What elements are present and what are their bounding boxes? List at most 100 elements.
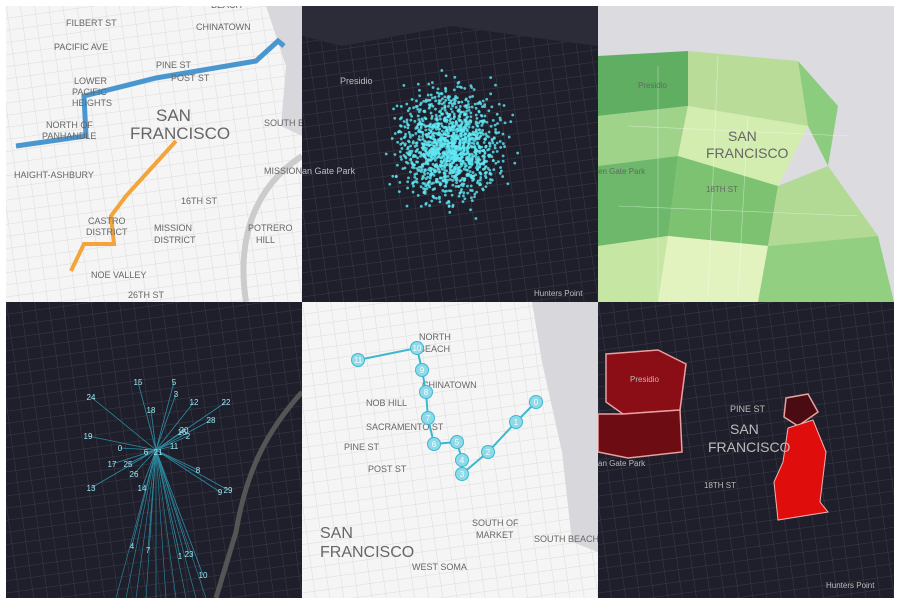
scatter-dot: [471, 171, 475, 174]
map-label: Presidio: [638, 81, 667, 90]
scatter-dot: [395, 104, 399, 108]
scatter-dot: [507, 135, 511, 139]
route-node: [421, 411, 435, 425]
route-node: [509, 415, 523, 429]
scatter-dot: [424, 117, 428, 121]
scatter-dot: [429, 93, 433, 97]
graph-edge: [90, 396, 157, 451]
scatter-dot: [418, 88, 421, 92]
scatter-dot: [453, 102, 457, 106]
scatter-dot: [474, 106, 478, 110]
scatter-dot: [422, 170, 426, 174]
route-node: [351, 353, 365, 367]
route-node: [481, 445, 495, 459]
scatter-dot: [432, 134, 436, 138]
scatter-dot: [444, 86, 447, 90]
scatter-dot: [403, 166, 407, 170]
scatter-dot: [439, 122, 443, 126]
scatter-dot: [460, 155, 464, 159]
scatter-dot: [433, 95, 437, 99]
scatter-dot: [483, 103, 487, 107]
graph-edge: [155, 449, 204, 576]
scatter-dot: [403, 155, 407, 159]
scatter-dot: [462, 167, 466, 171]
scatter-dot: [492, 168, 496, 172]
scatter-dot: [443, 184, 447, 188]
scatter-dot: [444, 153, 448, 157]
scatter-dot: [487, 135, 490, 139]
scatter-dot: [404, 132, 407, 136]
node-label: 1: [178, 552, 183, 561]
scatter-dot: [429, 135, 433, 139]
scatter-dot: [429, 169, 433, 173]
scatter-dot: [393, 116, 397, 120]
scatter-dot: [427, 82, 431, 86]
scatter-dot: [408, 107, 411, 110]
node-label: 22: [222, 398, 231, 407]
scatter-dot: [429, 111, 433, 115]
scatter-dot: [407, 131, 411, 134]
scatter-dot: [436, 124, 440, 128]
scatter-dot: [461, 200, 465, 204]
node-label: 0: [534, 398, 539, 407]
scatter-dot: [413, 175, 417, 179]
scatter-dot: [411, 155, 415, 159]
route-node: [410, 341, 424, 355]
scatter-dot: [435, 144, 439, 147]
scatter-dot: [461, 159, 465, 163]
scatter-dot: [426, 181, 430, 185]
scatter-dot: [416, 114, 420, 118]
scatter-dot: [437, 168, 441, 171]
scatter-dot: [457, 185, 461, 188]
scatter-dot: [426, 99, 430, 102]
scatter-dot: [409, 112, 412, 116]
scatter-dot: [457, 100, 461, 104]
scatter-dot: [469, 115, 473, 119]
scatter-dot: [460, 187, 463, 191]
scatter-dot: [419, 185, 423, 189]
scatter-dot: [484, 144, 488, 148]
map-panel: BEACH FILBERT ST CHINATOWN PACIFIC AVE PINE …: [6, 6, 302, 302]
map-label: CASTRO: [88, 216, 126, 226]
scatter-dot: [424, 157, 428, 161]
scatter-dot: [434, 107, 437, 111]
scatter-dot: [439, 176, 442, 180]
graph-edge: [155, 445, 175, 451]
scatter-dot: [447, 205, 451, 208]
scatter-dot: [454, 184, 458, 188]
scatter-dot: [397, 130, 400, 134]
scatter-dot: [427, 132, 430, 136]
map-panel: Presidio an Gate Park Hunters Point: [302, 6, 598, 302]
graph-edge: [155, 449, 181, 557]
scatter-dot: [450, 147, 454, 151]
scatter-dot: [499, 169, 503, 173]
scatter-dot: [491, 118, 495, 122]
scatter-dot: [495, 131, 498, 135]
scatter-dot: [489, 76, 493, 80]
node-label: 24: [87, 393, 96, 402]
scatter-dot: [411, 190, 415, 194]
scatter-dot: [474, 153, 478, 156]
scatter-dot: [441, 133, 444, 137]
scatter-dot: [474, 130, 478, 134]
scatter-dot: [446, 134, 450, 138]
scatter-dot: [403, 143, 407, 147]
scatter-dot: [474, 217, 478, 220]
scatter-dot: [463, 197, 467, 201]
scatter-dot: [491, 141, 495, 145]
scatter-dot: [448, 171, 452, 175]
scatter-dot: [465, 173, 469, 177]
route-node: [455, 467, 469, 481]
scatter-dot: [416, 194, 420, 197]
scatter-dot: [453, 114, 456, 118]
scatter-dot: [398, 150, 402, 154]
scatter-dot: [474, 134, 478, 137]
scatter-dot: [482, 141, 486, 144]
scatter-dot: [415, 104, 419, 108]
scatter-dot: [491, 159, 495, 162]
scatter-dot: [430, 117, 434, 120]
scatter-dot: [455, 176, 459, 180]
map-label: SACRAMENTO ST: [366, 422, 444, 432]
scatter-dot: [447, 147, 451, 151]
scatter-dot: [447, 104, 450, 108]
